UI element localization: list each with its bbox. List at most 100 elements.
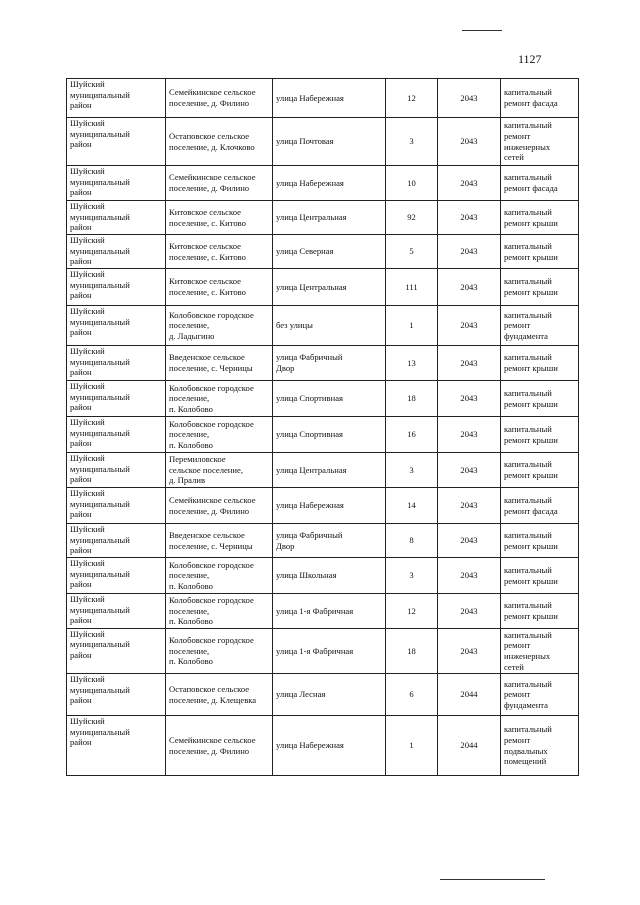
house-number-cell: 3 — [385, 557, 438, 594]
year-cell: 2043 — [437, 268, 501, 306]
table-row: Шуйский муниципальный район Китовское сел… — [66, 200, 579, 235]
work-type-cell: капитальный ремонт крыши — [500, 593, 579, 629]
district-cell: Шуйский муниципальный район — [66, 523, 166, 558]
table-row: Шуйский муниципальный район Остаповское с… — [66, 673, 579, 717]
year-cell: 2043 — [437, 305, 501, 346]
settlement-cell: Колобовское городское поселение, п. Коло… — [165, 593, 273, 629]
work-type-cell: капитальный ремонт фасада — [500, 78, 579, 118]
house-number-cell: 92 — [385, 200, 438, 235]
house-number-cell: 12 — [385, 593, 438, 629]
year-cell: 2043 — [437, 78, 501, 118]
district-cell: Шуйский муниципальный район — [66, 673, 166, 717]
district-cell: Шуйский муниципальный район — [66, 627, 166, 675]
table-row: Шуйский муниципальный район Семейкинское … — [66, 715, 579, 777]
district-cell: Шуйский муниципальный район — [66, 268, 166, 306]
table-row: Шуйский муниципальный район Колобовское г… — [66, 380, 579, 417]
work-type-cell: капитальный ремонт фасада — [500, 487, 579, 524]
house-number-cell: 10 — [385, 165, 438, 201]
house-number-cell: 5 — [385, 234, 438, 269]
top-rule — [462, 30, 502, 31]
year-cell: 2043 — [437, 380, 501, 417]
house-number-cell: 13 — [385, 345, 438, 381]
street-cell: улица Спортивная — [272, 416, 386, 453]
settlement-cell: Семейкинское сельское поселение, д. Фили… — [165, 487, 273, 524]
street-cell: улица Почтовая — [272, 117, 386, 166]
house-number-cell: 16 — [385, 416, 438, 453]
table-row: Шуйский муниципальный район Перемиловское… — [66, 452, 579, 488]
house-number-cell: 1 — [385, 715, 438, 777]
street-cell: улица Фабричный Двор — [272, 345, 386, 381]
street-cell: улица Набережная — [272, 78, 386, 118]
house-number-cell: 3 — [385, 117, 438, 166]
district-cell: Шуйский муниципальный район — [66, 557, 166, 594]
year-cell: 2043 — [437, 117, 501, 166]
settlement-cell: Колобовское городское поселение, д. Лады… — [165, 305, 273, 346]
work-type-cell: капитальный ремонт крыши — [500, 523, 579, 558]
street-cell: улица Спортивная — [272, 380, 386, 417]
bottom-rule — [440, 879, 545, 880]
work-type-cell: капитальный ремонт инженерных сетей — [500, 627, 579, 675]
work-type-cell: капитальный ремонт крыши — [500, 200, 579, 235]
settlement-cell: Китовское сельское поселение, с. Китово — [165, 268, 273, 306]
work-type-cell: капитальный ремонт крыши — [500, 416, 579, 453]
work-type-cell: капитальный ремонт инженерных сетей — [500, 117, 579, 166]
settlement-cell: Перемиловское сельское поселение, д. Пра… — [165, 452, 273, 488]
street-cell: улица 1-я Фабричная — [272, 627, 386, 675]
house-number-cell: 12 — [385, 78, 438, 118]
street-cell: улица Набережная — [272, 165, 386, 201]
settlement-cell: Остаповское сельское поселение, д. Клеще… — [165, 673, 273, 717]
work-type-cell: капитальный ремонт фундамента — [500, 305, 579, 346]
settlement-cell: Колобовское городское поселение, п. Коло… — [165, 380, 273, 417]
district-cell: Шуйский муниципальный район — [66, 416, 166, 453]
settlement-cell: Китовское сельское поселение, с. Китово — [165, 234, 273, 269]
work-type-cell: капитальный ремонт фасада — [500, 165, 579, 201]
street-cell: улица Набережная — [272, 715, 386, 777]
street-cell: улица Фабричный Двор — [272, 523, 386, 558]
table-row: Шуйский муниципальный район Китовское сел… — [66, 234, 579, 269]
table-row: Шуйский муниципальный район Семейкинское … — [66, 165, 579, 201]
table-row: Шуйский муниципальный район Введенское се… — [66, 523, 579, 558]
settlement-cell: Китовское сельское поселение, с. Китово — [165, 200, 273, 235]
district-cell: Шуйский муниципальный район — [66, 234, 166, 269]
settlement-cell: Семейкинское сельское поселение, д. Фили… — [165, 78, 273, 118]
table-row: Шуйский муниципальный район Колобовское г… — [66, 305, 579, 346]
street-cell: улица Северная — [272, 234, 386, 269]
house-number-cell: 14 — [385, 487, 438, 524]
district-cell: Шуйский муниципальный район — [66, 487, 166, 524]
work-type-cell: капитальный ремонт крыши — [500, 268, 579, 306]
house-number-cell: 1 — [385, 305, 438, 346]
house-number-cell: 3 — [385, 452, 438, 488]
settlement-cell: Колобовское городское поселение, п. Коло… — [165, 627, 273, 675]
district-cell: Шуйский муниципальный район — [66, 165, 166, 201]
work-type-cell: капитальный ремонт крыши — [500, 345, 579, 381]
page-number: 1127 — [518, 52, 542, 66]
street-cell: улица Школьная — [272, 557, 386, 594]
settlement-cell: Введенское сельское поселение, с. Черниц… — [165, 523, 273, 558]
house-number-cell: 18 — [385, 380, 438, 417]
work-type-cell: капитальный ремонт крыши — [500, 234, 579, 269]
work-type-cell: капитальный ремонт крыши — [500, 557, 579, 594]
year-cell: 2043 — [437, 416, 501, 453]
settlement-cell: Введенское сельское поселение, с. Черниц… — [165, 345, 273, 381]
district-cell: Шуйский муниципальный район — [66, 305, 166, 346]
street-cell: без улицы — [272, 305, 386, 346]
year-cell: 2043 — [437, 165, 501, 201]
district-cell: Шуйский муниципальный район — [66, 715, 166, 777]
table-row: Шуйский муниципальный район Остаповское с… — [66, 117, 579, 166]
table-row: Шуйский муниципальный район Колобовское г… — [66, 593, 579, 629]
work-type-cell: капитальный ремонт фундамента — [500, 673, 579, 717]
district-cell: Шуйский муниципальный район — [66, 345, 166, 381]
house-number-cell: 111 — [385, 268, 438, 306]
year-cell: 2043 — [437, 627, 501, 675]
table-row: Шуйский муниципальный район Колобовское г… — [66, 557, 579, 594]
street-cell: улица Набережная — [272, 487, 386, 524]
year-cell: 2043 — [437, 200, 501, 235]
settlement-cell: Остаповское сельское поселение, д. Клочк… — [165, 117, 273, 166]
year-cell: 2043 — [437, 234, 501, 269]
year-cell: 2043 — [437, 487, 501, 524]
year-cell: 2043 — [437, 557, 501, 594]
street-cell: улица Центральная — [272, 452, 386, 488]
work-type-cell: капитальный ремонт крыши — [500, 452, 579, 488]
house-number-cell: 18 — [385, 627, 438, 675]
settlement-cell: Семейкинское сельское поселение, д. Фили… — [165, 165, 273, 201]
